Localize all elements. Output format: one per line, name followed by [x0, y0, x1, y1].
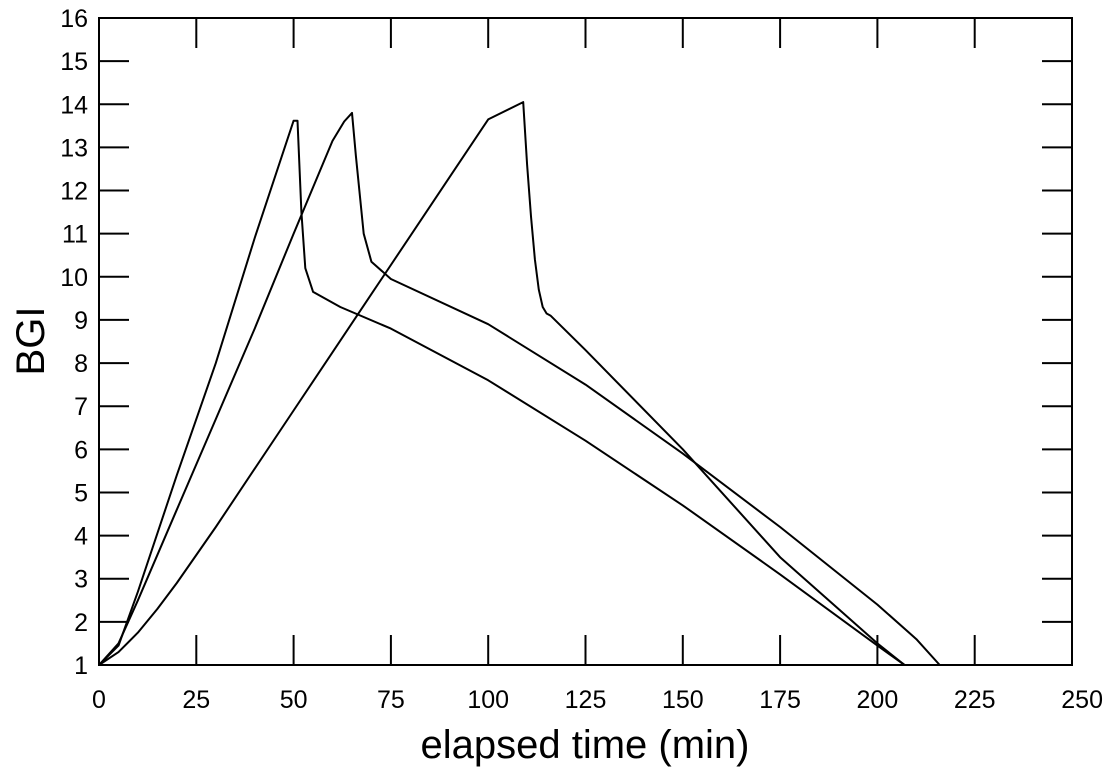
- plot-frame: [98, 17, 1073, 666]
- x-axis-title: elapsed time (min): [420, 723, 749, 767]
- y-tick-label: 15: [60, 48, 88, 76]
- x-tick-label: 125: [565, 686, 607, 714]
- y-tick-label: 9: [74, 307, 88, 335]
- x-tick-label: 250: [1061, 686, 1103, 714]
- y-tick-label: 1: [74, 652, 88, 680]
- y-tick-label: 8: [74, 350, 88, 378]
- y-tick-label: 13: [60, 134, 88, 162]
- y-tick-label: 5: [74, 479, 88, 507]
- series-lines: [98, 101, 941, 666]
- series-line-1: [98, 119, 906, 666]
- x-tick-label: 100: [467, 686, 509, 714]
- x-tick-label: 75: [377, 686, 405, 714]
- x-tick-label: 50: [280, 686, 308, 714]
- series-line-2: [98, 111, 941, 666]
- y-tick-label: 11: [62, 221, 88, 249]
- y-tick-label: 16: [60, 5, 88, 33]
- y-tick-label: 2: [74, 609, 88, 637]
- y-tick-label: 14: [60, 91, 88, 119]
- y-tick-label: 4: [74, 523, 88, 551]
- y-tick-label: 12: [60, 178, 88, 206]
- x-tick-label: 200: [857, 686, 899, 714]
- x-tick-label: 0: [92, 686, 106, 714]
- y-tick-label: 7: [74, 393, 88, 421]
- x-tick-label: 25: [182, 686, 210, 714]
- y-tick-label: 10: [60, 264, 88, 292]
- x-tick-label: 175: [759, 686, 801, 714]
- series-line-3: [98, 101, 906, 666]
- x-tick-label: 150: [662, 686, 704, 714]
- y-axis-ticks: [99, 17, 1072, 666]
- x-tick-label: 225: [954, 686, 996, 714]
- y-tick-label: 3: [74, 566, 88, 594]
- x-axis-tick-labels: 0 25 50 75 100 125 150 175 200 225 250: [92, 686, 1103, 714]
- y-axis-title: BGI: [9, 307, 53, 376]
- y-tick-label: 6: [74, 436, 88, 464]
- x-axis-ticks: [98, 18, 1073, 665]
